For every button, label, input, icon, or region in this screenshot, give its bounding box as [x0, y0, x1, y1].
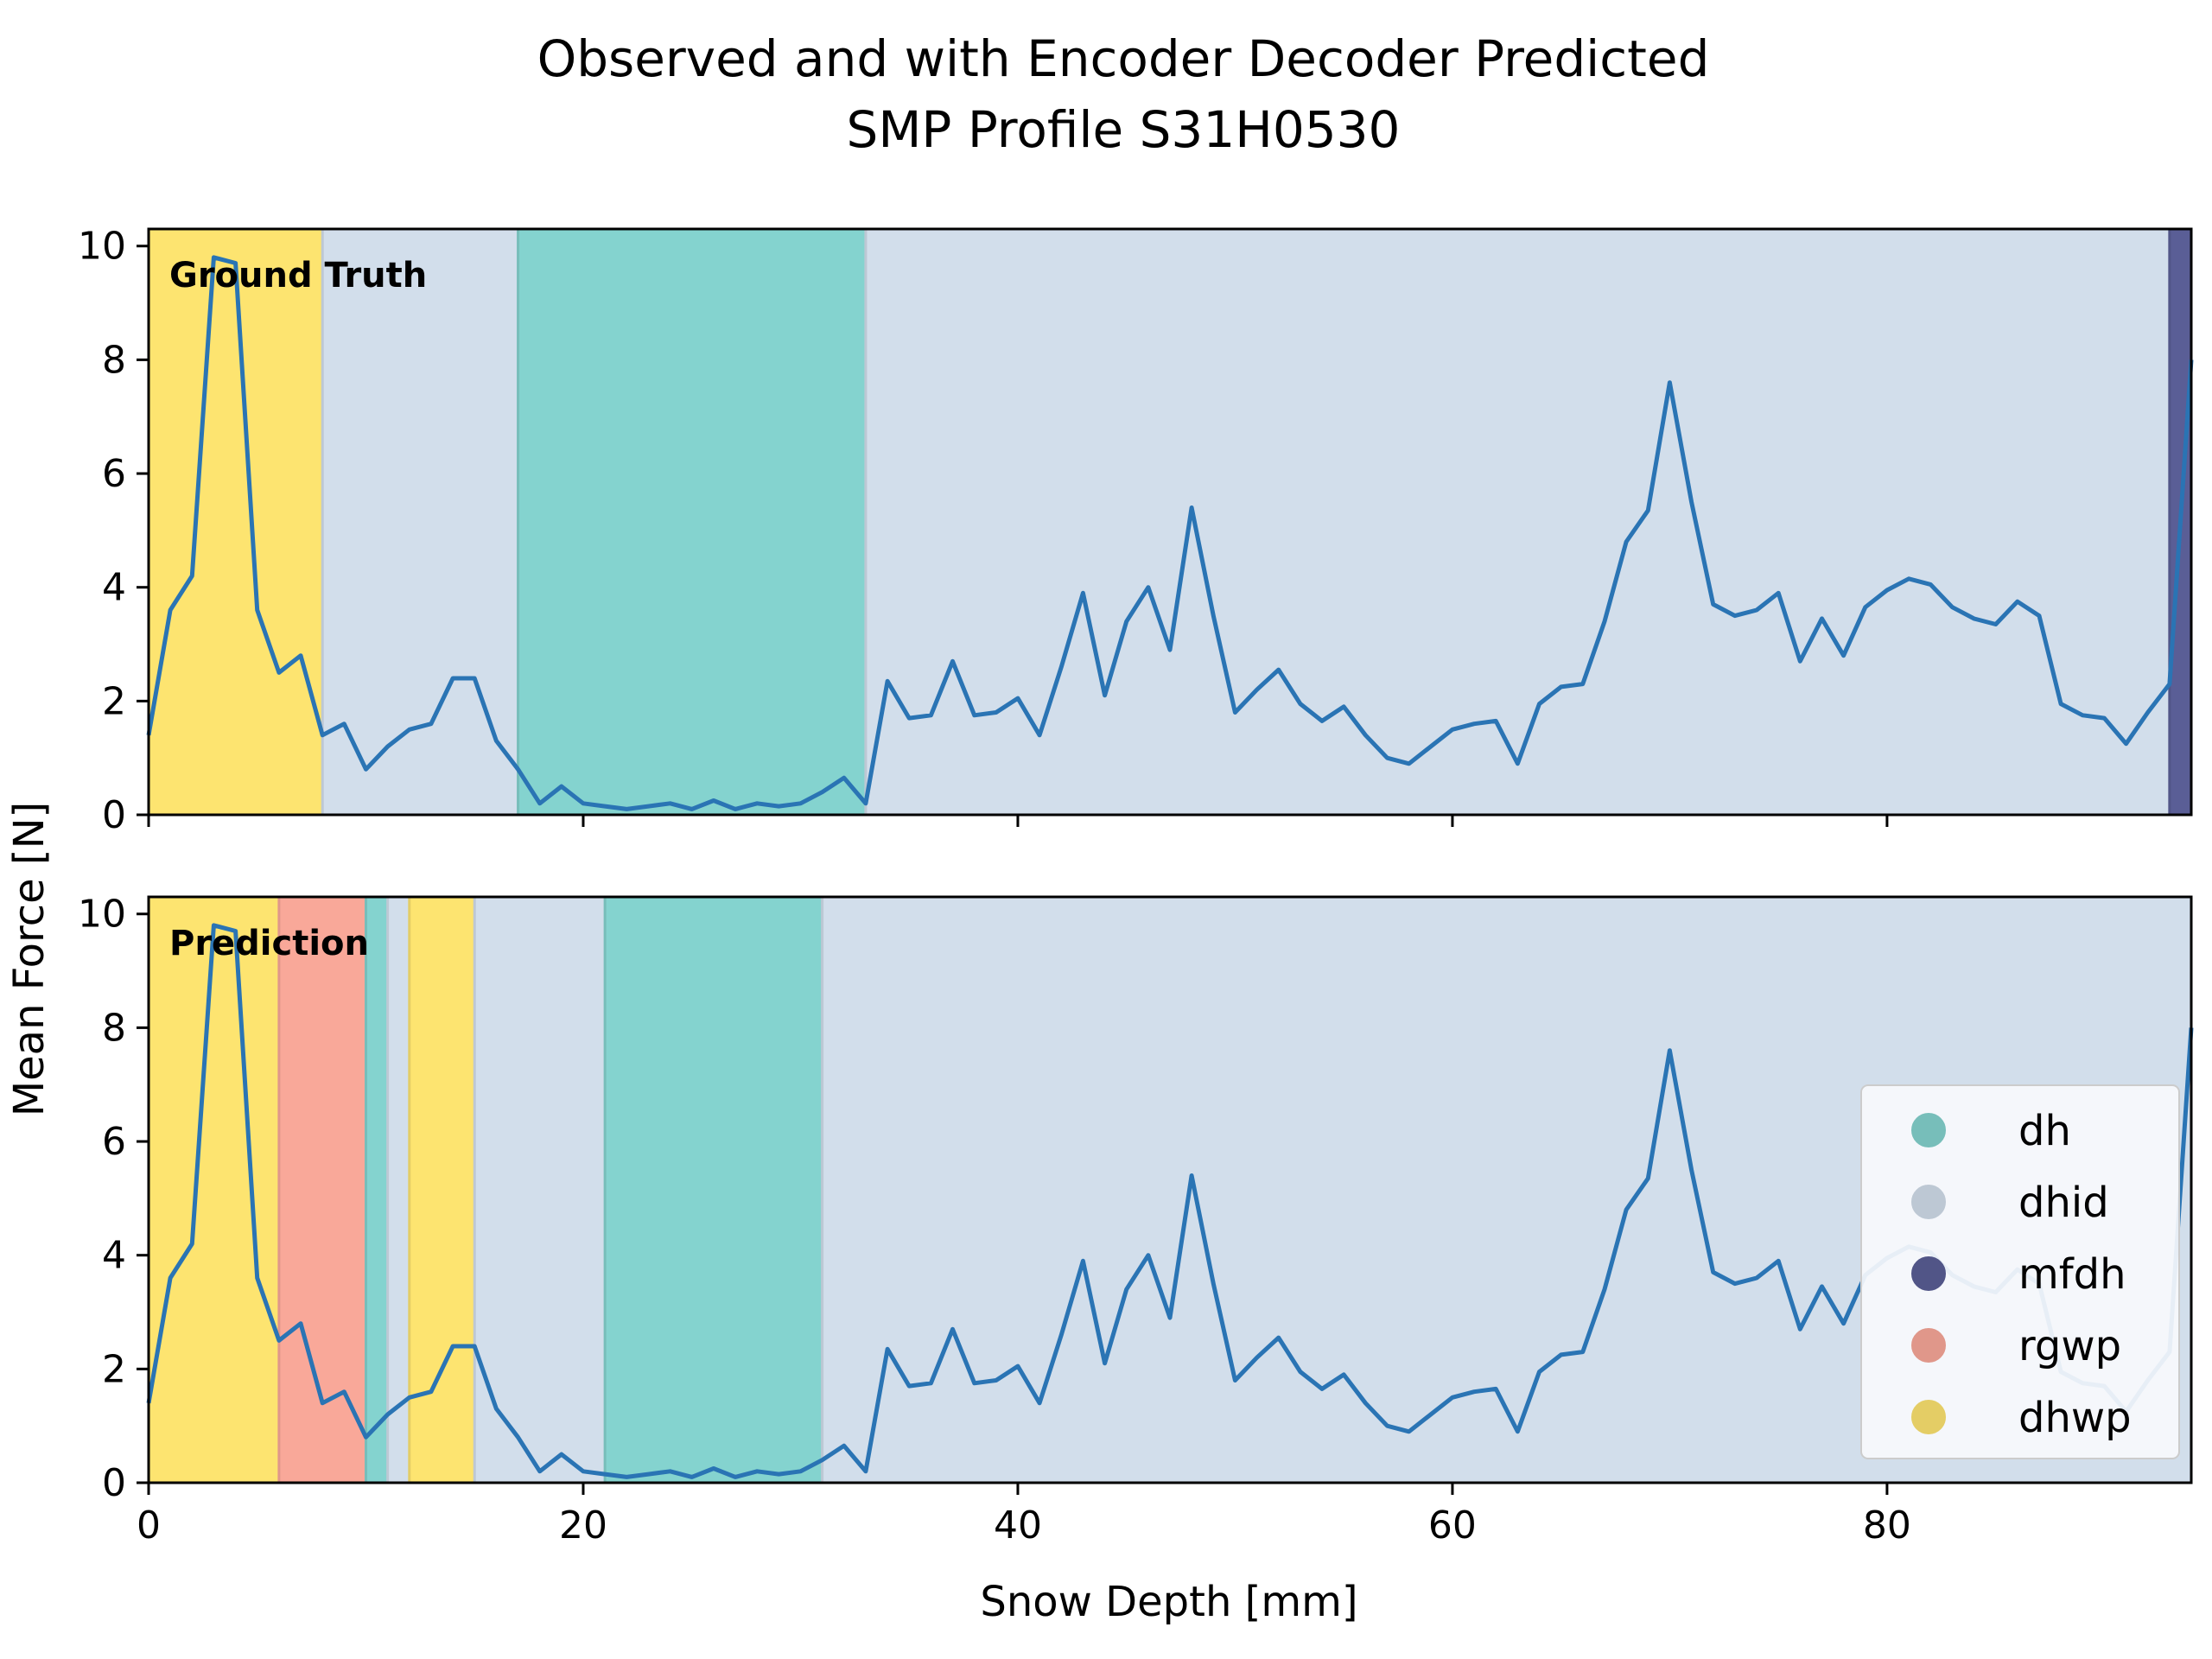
y-tick-label: 8 — [102, 338, 126, 382]
y-tick-label: 8 — [102, 1006, 126, 1050]
y-tick-label: 10 — [78, 893, 126, 937]
legend-label-dh: dh — [2018, 1107, 2071, 1155]
force-line — [146, 255, 2194, 811]
x-tick-label: 60 — [1428, 1503, 1477, 1548]
axes-frame — [147, 895, 2193, 1484]
axes-frame — [147, 227, 2193, 817]
y-axis-label: Mean Force [N] — [5, 802, 54, 1117]
legend-label-dhid: dhid — [2018, 1179, 2109, 1227]
legend: dh dhid mfdh rgwp dhwp — [1860, 1084, 2180, 1459]
x-tick-label: 80 — [1863, 1503, 1911, 1548]
segment-dh — [518, 229, 866, 815]
segment-dhwp — [409, 897, 475, 1483]
y-tick-label: 0 — [102, 793, 126, 837]
x-tick-label: 40 — [994, 1503, 1042, 1548]
panel-prediction: 0 2 4 6 8 10 0 20 40 60 80 Prediction — [78, 893, 2194, 1548]
segment-rgwp — [278, 897, 366, 1483]
legend-label-rgwp: rgwp — [2018, 1322, 2121, 1370]
legend-marker-rgwp — [1911, 1328, 1946, 1363]
x-tick-label: 20 — [559, 1503, 607, 1548]
y-tick-label: 10 — [78, 225, 126, 269]
panel-label: Prediction — [169, 924, 369, 963]
legend-label-dhwp: dhwp — [2018, 1394, 2132, 1442]
segment-dhid — [387, 897, 410, 1483]
x-tick-label: 0 — [137, 1503, 161, 1548]
segment-dhid — [474, 897, 606, 1483]
legend-marker-mfdh — [1911, 1256, 1946, 1291]
x-axis-label: Snow Depth [mm] — [980, 1578, 1357, 1626]
segment-dhwp — [149, 229, 323, 815]
y-tick-label: 2 — [102, 1347, 126, 1391]
legend-label-mfdh: mfdh — [2018, 1250, 2126, 1299]
y-tick-label: 6 — [102, 1120, 126, 1164]
panel-ground-truth: 0 2 4 6 8 10 Ground Truth — [78, 225, 2194, 837]
panel-label: Ground Truth — [169, 256, 427, 296]
segment-dhid — [322, 229, 518, 815]
chart-title-line2: SMP Profile S31H0530 — [847, 100, 1401, 159]
segment-dh — [605, 897, 823, 1483]
force-line — [146, 923, 2194, 1479]
chart-title-line1: Observed and with Encoder Decoder Predic… — [537, 29, 1710, 88]
legend-marker-dh — [1911, 1113, 1946, 1147]
y-tick-label: 4 — [102, 1234, 126, 1278]
segment-dh — [365, 897, 388, 1483]
y-tick-label: 0 — [102, 1461, 126, 1505]
legend-marker-dhwp — [1911, 1400, 1946, 1434]
y-tick-label: 2 — [102, 679, 126, 723]
y-tick-label: 6 — [102, 452, 126, 496]
y-tick-label: 4 — [102, 566, 126, 610]
segment-dhid — [865, 229, 2170, 815]
segment-dhwp — [149, 897, 279, 1483]
legend-marker-dhid — [1911, 1185, 1946, 1219]
legend-box — [1860, 1084, 2180, 1459]
